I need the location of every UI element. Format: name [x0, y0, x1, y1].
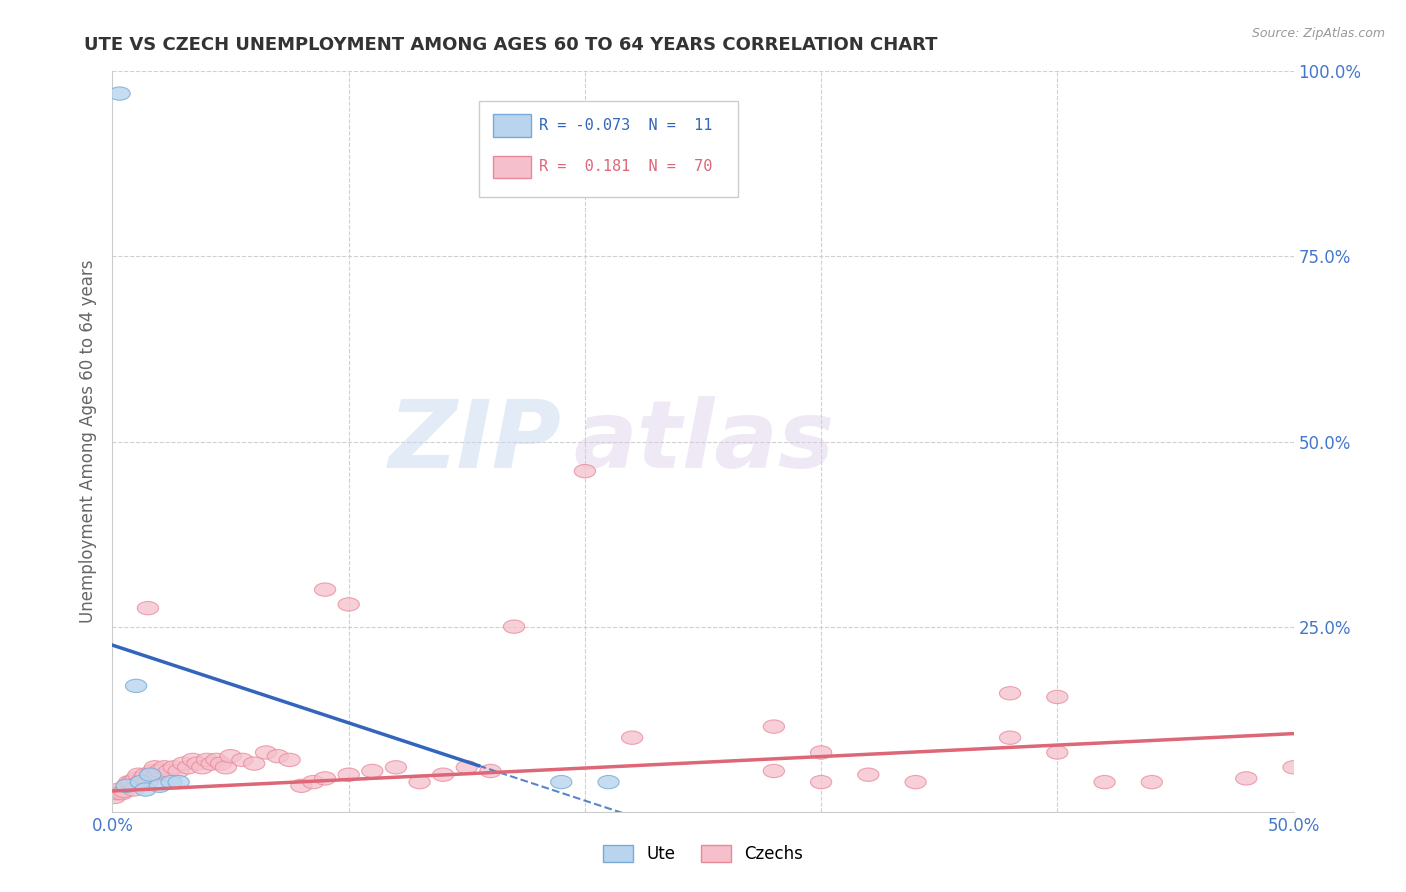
Ellipse shape	[810, 746, 832, 759]
Ellipse shape	[503, 620, 524, 633]
Ellipse shape	[1046, 746, 1069, 759]
Ellipse shape	[163, 761, 184, 774]
Ellipse shape	[621, 731, 643, 744]
Ellipse shape	[256, 746, 277, 759]
Ellipse shape	[456, 761, 478, 774]
Ellipse shape	[243, 757, 264, 771]
Ellipse shape	[1142, 775, 1163, 789]
Ellipse shape	[191, 761, 212, 774]
Ellipse shape	[149, 779, 170, 792]
Ellipse shape	[108, 87, 131, 100]
Ellipse shape	[215, 761, 236, 774]
Ellipse shape	[1000, 731, 1021, 744]
Ellipse shape	[433, 768, 454, 781]
Ellipse shape	[104, 790, 125, 804]
Ellipse shape	[142, 764, 163, 778]
Ellipse shape	[1236, 772, 1257, 785]
Ellipse shape	[153, 761, 176, 774]
Ellipse shape	[763, 720, 785, 733]
Ellipse shape	[197, 753, 218, 766]
Text: R = -0.073  N =  11: R = -0.073 N = 11	[538, 118, 713, 133]
Ellipse shape	[337, 768, 360, 781]
Text: ZIP: ZIP	[388, 395, 561, 488]
Ellipse shape	[551, 775, 572, 789]
Ellipse shape	[302, 775, 323, 789]
Ellipse shape	[1046, 690, 1069, 704]
Ellipse shape	[135, 768, 156, 781]
Ellipse shape	[337, 598, 360, 611]
Ellipse shape	[858, 768, 879, 781]
Ellipse shape	[145, 761, 166, 774]
Ellipse shape	[139, 768, 160, 781]
Ellipse shape	[177, 761, 198, 774]
Ellipse shape	[278, 753, 301, 766]
Ellipse shape	[160, 775, 183, 789]
Ellipse shape	[385, 761, 406, 774]
Ellipse shape	[598, 775, 619, 789]
Ellipse shape	[315, 583, 336, 596]
Ellipse shape	[173, 757, 194, 771]
Ellipse shape	[763, 764, 785, 778]
Ellipse shape	[267, 749, 288, 763]
Ellipse shape	[108, 783, 131, 797]
Ellipse shape	[219, 749, 242, 763]
Text: UTE VS CZECH UNEMPLOYMENT AMONG AGES 60 TO 64 YEARS CORRELATION CHART: UTE VS CZECH UNEMPLOYMENT AMONG AGES 60 …	[84, 36, 938, 54]
Y-axis label: Unemployment Among Ages 60 to 64 years: Unemployment Among Ages 60 to 64 years	[79, 260, 97, 624]
Ellipse shape	[117, 779, 138, 792]
Ellipse shape	[118, 775, 139, 789]
Ellipse shape	[107, 787, 128, 800]
Ellipse shape	[1282, 761, 1305, 774]
Ellipse shape	[232, 753, 253, 766]
Ellipse shape	[125, 772, 146, 785]
Ellipse shape	[183, 753, 204, 766]
Ellipse shape	[139, 768, 160, 781]
Text: Source: ZipAtlas.com: Source: ZipAtlas.com	[1251, 27, 1385, 40]
Ellipse shape	[128, 768, 149, 781]
Ellipse shape	[409, 775, 430, 789]
FancyBboxPatch shape	[492, 156, 530, 178]
Ellipse shape	[211, 757, 232, 771]
Ellipse shape	[1094, 775, 1115, 789]
Ellipse shape	[125, 679, 146, 692]
Ellipse shape	[131, 775, 152, 789]
Ellipse shape	[138, 601, 159, 615]
Ellipse shape	[361, 764, 382, 778]
FancyBboxPatch shape	[478, 101, 738, 197]
Ellipse shape	[479, 764, 501, 778]
Ellipse shape	[135, 783, 156, 797]
Ellipse shape	[124, 783, 145, 797]
Ellipse shape	[159, 764, 180, 778]
Ellipse shape	[149, 764, 170, 778]
Ellipse shape	[114, 784, 135, 797]
Legend: Ute, Czechs: Ute, Czechs	[596, 838, 810, 870]
Ellipse shape	[131, 775, 152, 789]
FancyBboxPatch shape	[492, 114, 530, 136]
Ellipse shape	[146, 768, 167, 781]
Ellipse shape	[167, 764, 190, 778]
Text: atlas: atlas	[574, 395, 834, 488]
Ellipse shape	[205, 753, 226, 766]
Ellipse shape	[187, 757, 208, 771]
Ellipse shape	[111, 787, 132, 800]
Ellipse shape	[132, 772, 153, 785]
Ellipse shape	[905, 775, 927, 789]
Ellipse shape	[810, 775, 832, 789]
Text: R =  0.181  N =  70: R = 0.181 N = 70	[538, 160, 713, 174]
Ellipse shape	[167, 775, 190, 789]
Ellipse shape	[138, 775, 159, 789]
Ellipse shape	[291, 779, 312, 792]
Ellipse shape	[574, 465, 596, 478]
Ellipse shape	[117, 779, 138, 792]
Ellipse shape	[315, 772, 336, 785]
Ellipse shape	[1000, 687, 1021, 700]
Ellipse shape	[201, 757, 222, 771]
Ellipse shape	[121, 775, 142, 789]
